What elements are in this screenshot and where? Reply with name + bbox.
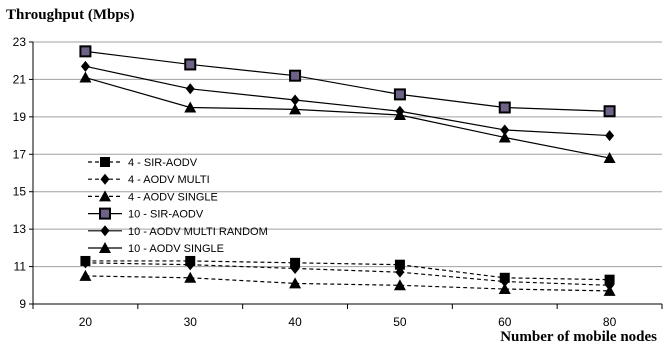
data-point — [80, 60, 90, 72]
legend-label: 4 - AODV MULTI — [128, 174, 210, 186]
legend-label: 10 - AODV MULTI RANDOM — [128, 226, 268, 238]
legend-marker — [99, 190, 111, 202]
x-axis-title: Number of mobile nodes — [500, 329, 657, 345]
data-point — [605, 130, 615, 142]
legend-marker — [100, 225, 110, 237]
y-tick-label: 23 — [13, 35, 27, 49]
data-point — [289, 103, 302, 115]
y-tick-label: 21 — [13, 72, 27, 86]
data-point — [290, 94, 300, 106]
data-point — [500, 276, 510, 288]
data-point — [184, 101, 197, 113]
x-tick-label: 60 — [498, 315, 512, 329]
legend-marker — [100, 157, 110, 167]
data-point — [395, 266, 405, 278]
series-line — [85, 262, 610, 286]
data-point — [79, 45, 92, 58]
data-point — [603, 284, 616, 296]
legend-label: 4 - AODV SINGLE — [128, 191, 218, 203]
y-tick-label: 17 — [13, 147, 27, 161]
data-point — [289, 69, 302, 82]
grid-layer — [33, 41, 662, 305]
legend-marker — [99, 207, 111, 220]
data-point — [393, 108, 406, 120]
data-point — [393, 88, 406, 101]
legend-marker — [99, 242, 111, 253]
y-tick-label: 19 — [13, 110, 27, 124]
x-tick-label: 20 — [79, 315, 93, 329]
data-point — [393, 279, 406, 291]
data-point — [79, 71, 92, 83]
y-axis-title: Throughput (Mbps) — [6, 7, 135, 23]
y-tick-label: 13 — [13, 222, 27, 236]
series-line — [85, 260, 610, 281]
legend: 4 - SIR-AODV 4 - AODV MULTI 4 - AODV SINGL… — [88, 157, 268, 255]
series-line — [85, 76, 610, 159]
data-point — [498, 131, 511, 143]
legend-label: 10 - AODV SINGLE — [128, 243, 224, 255]
data-point — [184, 271, 197, 283]
series-line — [85, 275, 610, 292]
series-layer — [79, 45, 616, 296]
data-point — [603, 105, 616, 118]
x-tick-label: 50 — [393, 315, 407, 329]
data-point — [80, 257, 90, 269]
data-point — [498, 101, 511, 114]
y-tick-label: 11 — [14, 260, 27, 274]
x-tick-label: 80 — [603, 315, 617, 329]
series-line — [85, 50, 610, 112]
legend-marker — [100, 173, 110, 185]
data-point — [184, 58, 197, 71]
data-point — [289, 277, 302, 289]
axis-layer: 9 11 13 15 17 19 21 23 20 30 40 50 60 80 — [13, 35, 663, 329]
data-point — [498, 283, 511, 295]
data-point — [185, 259, 195, 271]
legend-label: 4 - SIR-AODV — [128, 157, 198, 169]
data-point — [604, 274, 615, 285]
data-point — [500, 124, 510, 136]
x-tick-label: 40 — [288, 315, 302, 329]
data-point — [603, 152, 616, 164]
x-tick-label: 30 — [184, 315, 198, 329]
y-tick-label: 15 — [13, 185, 27, 199]
data-point — [290, 262, 300, 274]
y-tick-label: 9 — [19, 297, 26, 311]
series-line — [85, 65, 610, 137]
data-point — [185, 83, 195, 95]
data-point — [394, 259, 405, 270]
data-point — [290, 257, 301, 268]
legend-label: 10 - SIR-AODV — [128, 209, 204, 221]
data-point — [79, 269, 92, 281]
